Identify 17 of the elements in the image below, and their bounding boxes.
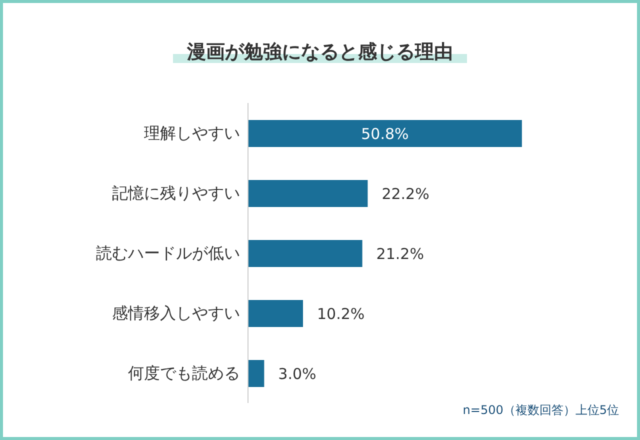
- data-label: 10.2%: [317, 304, 365, 323]
- data-label: 3.0%: [278, 364, 316, 383]
- y-tick-label: 読むハードルが低い: [96, 244, 240, 263]
- bar: [248, 180, 368, 207]
- chart-title: 漫画が勉強になると感じる理由: [173, 41, 467, 63]
- y-tick-label: 記憶に残りやすい: [112, 184, 240, 203]
- bar: [248, 360, 264, 387]
- bar: [248, 240, 362, 267]
- y-tick-label: 理解しやすい: [144, 124, 240, 143]
- annotation: n=500（複数回答）上位5位: [462, 402, 619, 419]
- data-label: 50.8%: [361, 124, 409, 143]
- bar: [248, 300, 303, 327]
- y-tick-label: 感情移入しやすい: [112, 304, 240, 323]
- y-tick-label: 何度でも読める: [128, 364, 240, 383]
- data-label: 22.2%: [382, 184, 430, 203]
- data-label: 21.2%: [376, 244, 424, 263]
- bar: [248, 120, 522, 147]
